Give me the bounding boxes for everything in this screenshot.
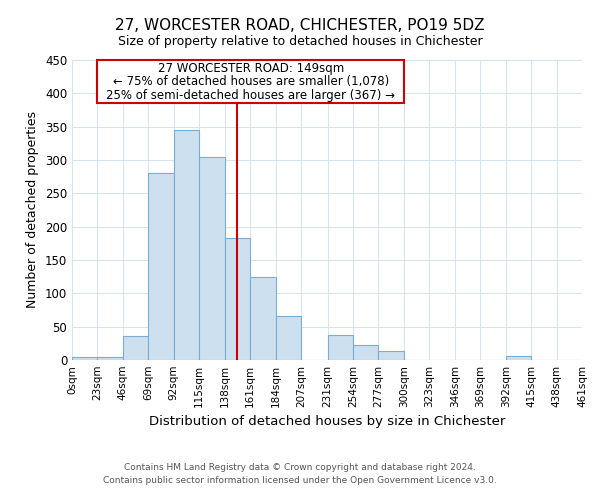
Bar: [275, 316, 301, 360]
Bar: [199, 156, 224, 360]
Bar: [123, 336, 148, 360]
Bar: [379, 350, 404, 360]
Y-axis label: Number of detached properties: Number of detached properties: [26, 112, 40, 308]
Bar: [174, 130, 199, 360]
Bar: [353, 346, 379, 360]
Bar: [250, 276, 275, 360]
Text: Contains public sector information licensed under the Open Government Licence v3: Contains public sector information licen…: [103, 476, 497, 485]
Bar: [224, 238, 250, 360]
Bar: [97, 60, 404, 104]
Text: 27, WORCESTER ROAD, CHICHESTER, PO19 5DZ: 27, WORCESTER ROAD, CHICHESTER, PO19 5DZ: [115, 18, 485, 32]
Bar: [328, 336, 353, 360]
Text: ← 75% of detached houses are smaller (1,078): ← 75% of detached houses are smaller (1,…: [113, 76, 389, 88]
Text: Size of property relative to detached houses in Chichester: Size of property relative to detached ho…: [118, 35, 482, 48]
Bar: [97, 356, 123, 360]
Text: Contains HM Land Registry data © Crown copyright and database right 2024.: Contains HM Land Registry data © Crown c…: [124, 464, 476, 472]
Bar: [148, 174, 174, 360]
Text: 25% of semi-detached houses are larger (367) →: 25% of semi-detached houses are larger (…: [106, 88, 395, 102]
Bar: [72, 356, 97, 360]
X-axis label: Distribution of detached houses by size in Chichester: Distribution of detached houses by size …: [149, 416, 505, 428]
Bar: [506, 356, 531, 360]
Text: 27 WORCESTER ROAD: 149sqm: 27 WORCESTER ROAD: 149sqm: [158, 62, 344, 75]
